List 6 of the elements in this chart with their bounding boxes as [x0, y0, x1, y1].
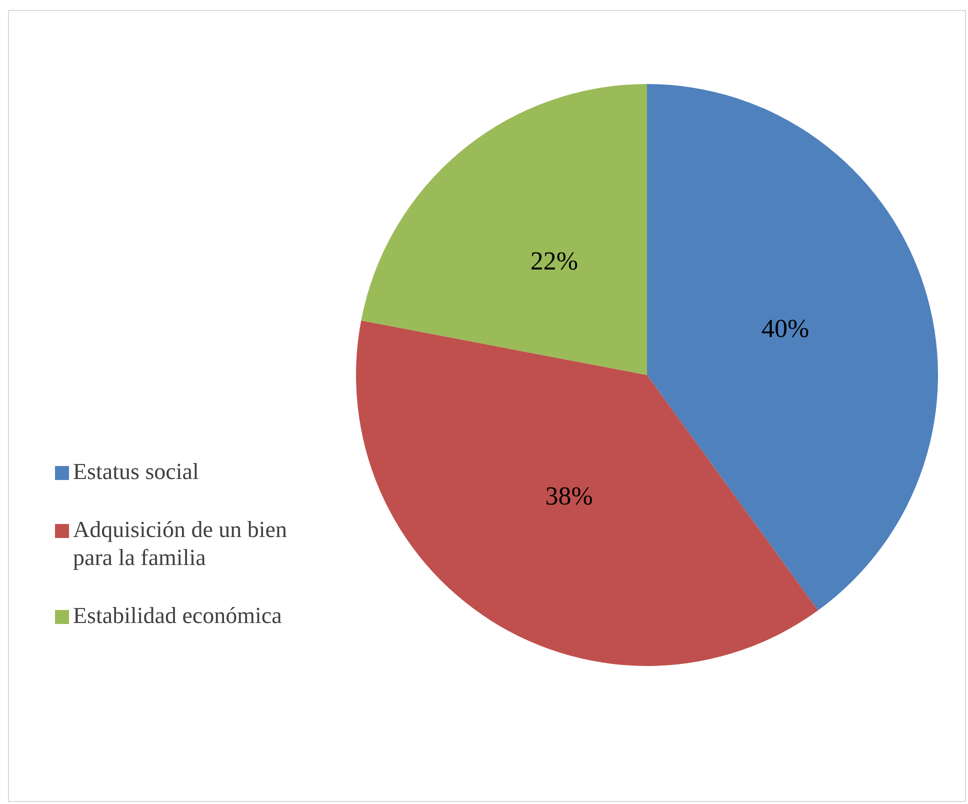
legend-label: Estabilidad económica: [73, 602, 282, 630]
legend-label: Adquisición de un bien para la familia: [73, 516, 288, 572]
data-label: 22%: [530, 246, 578, 276]
data-label: 38%: [545, 482, 593, 511]
data-label: 40%: [762, 314, 810, 343]
legend-label: Estatus social: [73, 458, 199, 486]
